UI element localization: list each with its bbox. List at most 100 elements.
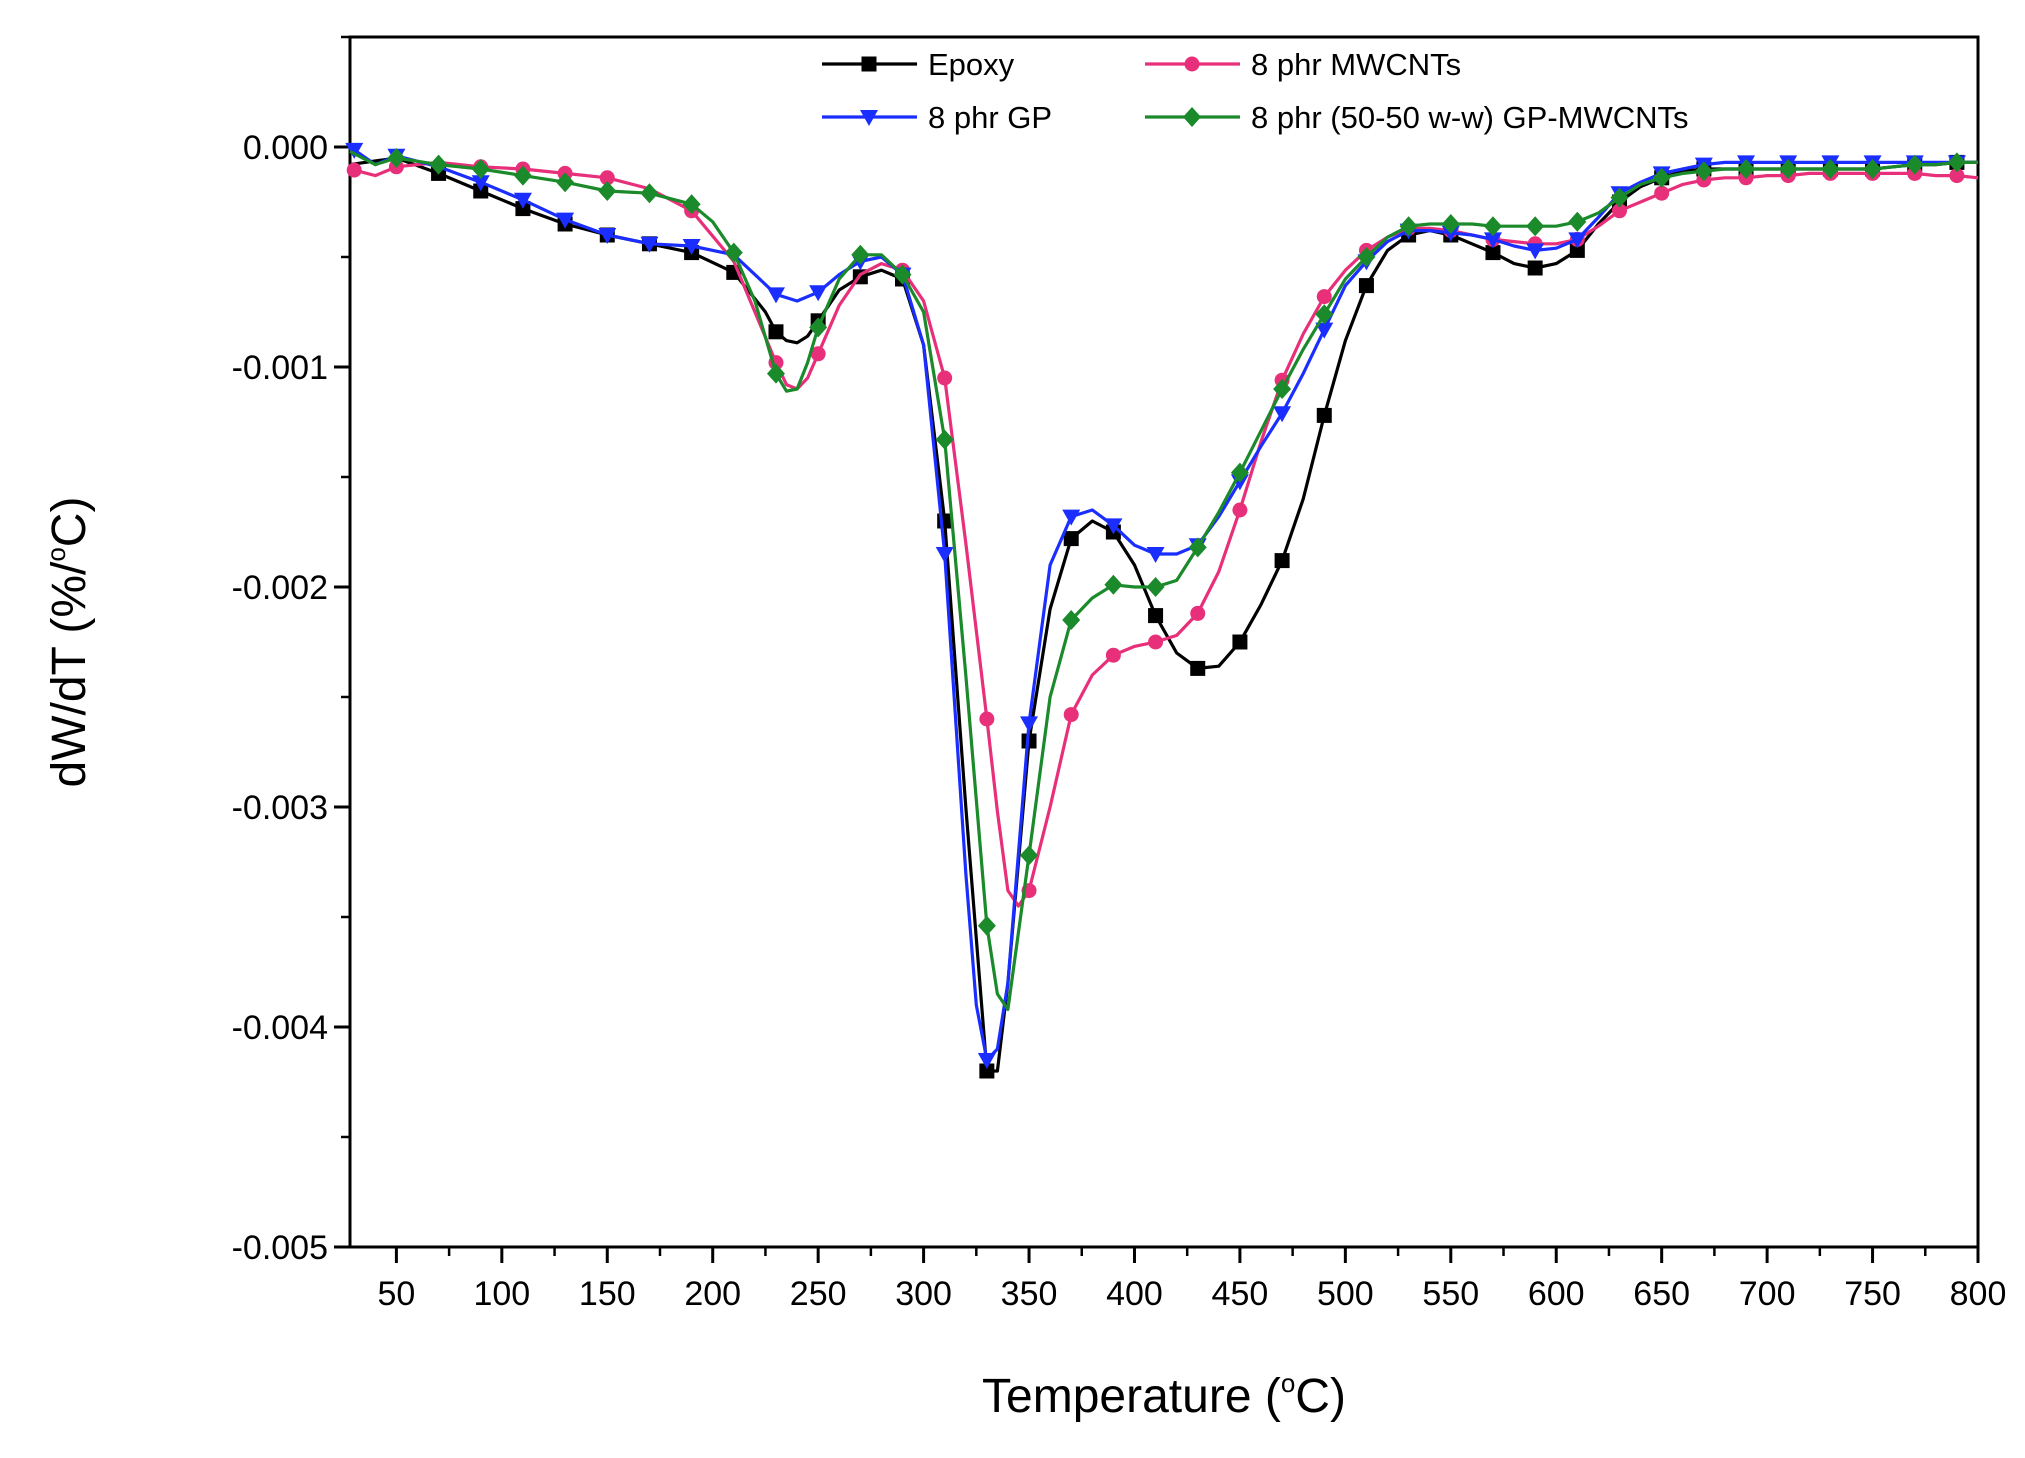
data-point: [1062, 509, 1081, 526]
data-point: [1273, 379, 1292, 399]
x-tick-label: 300: [895, 1275, 952, 1313]
series-4: [349, 148, 1978, 1011]
data-point: [1188, 537, 1207, 558]
x-tick-label: 100: [473, 1275, 530, 1313]
data-point: [1947, 152, 1966, 173]
x-tick-label: 800: [1950, 1275, 2007, 1313]
data-point: [598, 228, 617, 244]
data-point: [1105, 647, 1121, 663]
x-tick-label: 750: [1844, 1275, 1901, 1313]
legend-label: 8 phr GP: [928, 100, 1052, 135]
y-tick-label: -0.005: [232, 1229, 328, 1267]
data-point: [1190, 605, 1206, 621]
data-point: [1104, 518, 1123, 535]
plot-area: [345, 142, 1979, 1079]
data-point: [598, 181, 617, 201]
data-point: [682, 239, 701, 255]
x-tick-label: 350: [1001, 1275, 1058, 1313]
data-point: [1232, 634, 1248, 650]
legend: Epoxy 8 phr MWCNTs 8 phr GP 8 phr (50-50 w-…: [822, 47, 1689, 135]
data-point: [513, 192, 532, 209]
legend-label: 8 phr MWCNTs: [1251, 47, 1461, 82]
legend-label: 8 phr (50-50 w-w) GP-MWCNTs: [1251, 100, 1689, 135]
data-point: [640, 236, 659, 253]
y-tick-label: -0.004: [232, 1009, 328, 1047]
data-point: [979, 1063, 995, 1079]
data-point: [1568, 211, 1587, 232]
x-tick-label: 700: [1739, 1275, 1796, 1313]
data-point: [1148, 608, 1164, 624]
data-point: [851, 244, 870, 265]
series-line: [349, 145, 1978, 1062]
y-tick-label: -0.001: [232, 349, 328, 387]
data-point: [471, 159, 490, 179]
data-point: [1612, 203, 1628, 219]
series-line: [349, 149, 1978, 1011]
data-point: [1063, 531, 1079, 547]
data-point: [1316, 407, 1332, 423]
y-tick-label: -0.003: [232, 789, 328, 827]
data-point: [1526, 243, 1545, 260]
data-point: [1273, 406, 1292, 423]
legend-item: 8 phr (50-50 w-w) GP-MWCNTs: [1145, 100, 1689, 135]
y-tick-label: -0.002: [232, 569, 328, 607]
data-point: [1821, 159, 1840, 179]
data-point: [1020, 716, 1039, 733]
data-point: [1569, 242, 1585, 258]
data-point: [977, 915, 996, 936]
legend-item: 8 phr GP: [822, 100, 1052, 135]
y-axis-title: dW/dT (%/oC): [41, 497, 96, 788]
data-point: [809, 317, 828, 338]
data-point: [1779, 159, 1798, 179]
data-point: [1863, 159, 1882, 179]
series-2: [346, 159, 1979, 908]
data-point: [1315, 322, 1334, 339]
data-point: [1190, 660, 1206, 676]
data-point: [1654, 185, 1670, 201]
data-point: [1316, 289, 1332, 305]
data-point: [1020, 845, 1039, 866]
data-point: [1441, 214, 1460, 234]
data-point: [345, 142, 364, 159]
series-line: [349, 156, 1978, 1073]
data-point: [766, 287, 785, 304]
data-point: [513, 165, 532, 186]
series-3: [345, 142, 1978, 1069]
data-point: [1358, 278, 1374, 294]
data-point: [809, 285, 828, 302]
x-tick-label: 450: [1212, 1275, 1269, 1313]
data-point: [1146, 577, 1165, 597]
data-point: [1526, 216, 1545, 237]
data-point: [1485, 245, 1501, 261]
legend-item: 8 phr MWCNTs: [1145, 47, 1461, 82]
x-axis: 50 100 150 200 250 300 350 400 450 500 550 600 650 70…: [377, 1247, 2006, 1313]
data-point: [810, 346, 826, 362]
x-tick-label: 550: [1422, 1275, 1479, 1313]
data-point: [935, 429, 954, 450]
data-point: [1148, 634, 1164, 650]
data-point: [937, 370, 953, 386]
data-point: [1357, 247, 1376, 267]
series-1: [349, 154, 1978, 1079]
y-tick-label: 0.000: [243, 129, 328, 167]
plot-frame: [348, 35, 1980, 1249]
y-axis: 0.000 -0.001 -0.002 -0.003 -0.004 -0.005: [232, 35, 350, 1267]
legend-marker: [1183, 107, 1201, 127]
data-point: [893, 264, 912, 285]
data-point: [1568, 232, 1587, 249]
x-tick-label: 600: [1528, 1275, 1585, 1313]
x-tick-label: 650: [1633, 1275, 1690, 1313]
data-point: [471, 175, 490, 192]
data-point: [1483, 232, 1502, 249]
data-point: [979, 711, 995, 727]
x-axis-title: Temperature (oC): [982, 1368, 1346, 1423]
data-point: [1146, 547, 1165, 563]
x-tick-label: 250: [790, 1275, 847, 1313]
series-line: [349, 160, 1979, 908]
data-point: [682, 194, 701, 215]
data-point: [640, 183, 659, 204]
data-point: [1483, 216, 1502, 237]
data-point: [1694, 161, 1713, 182]
